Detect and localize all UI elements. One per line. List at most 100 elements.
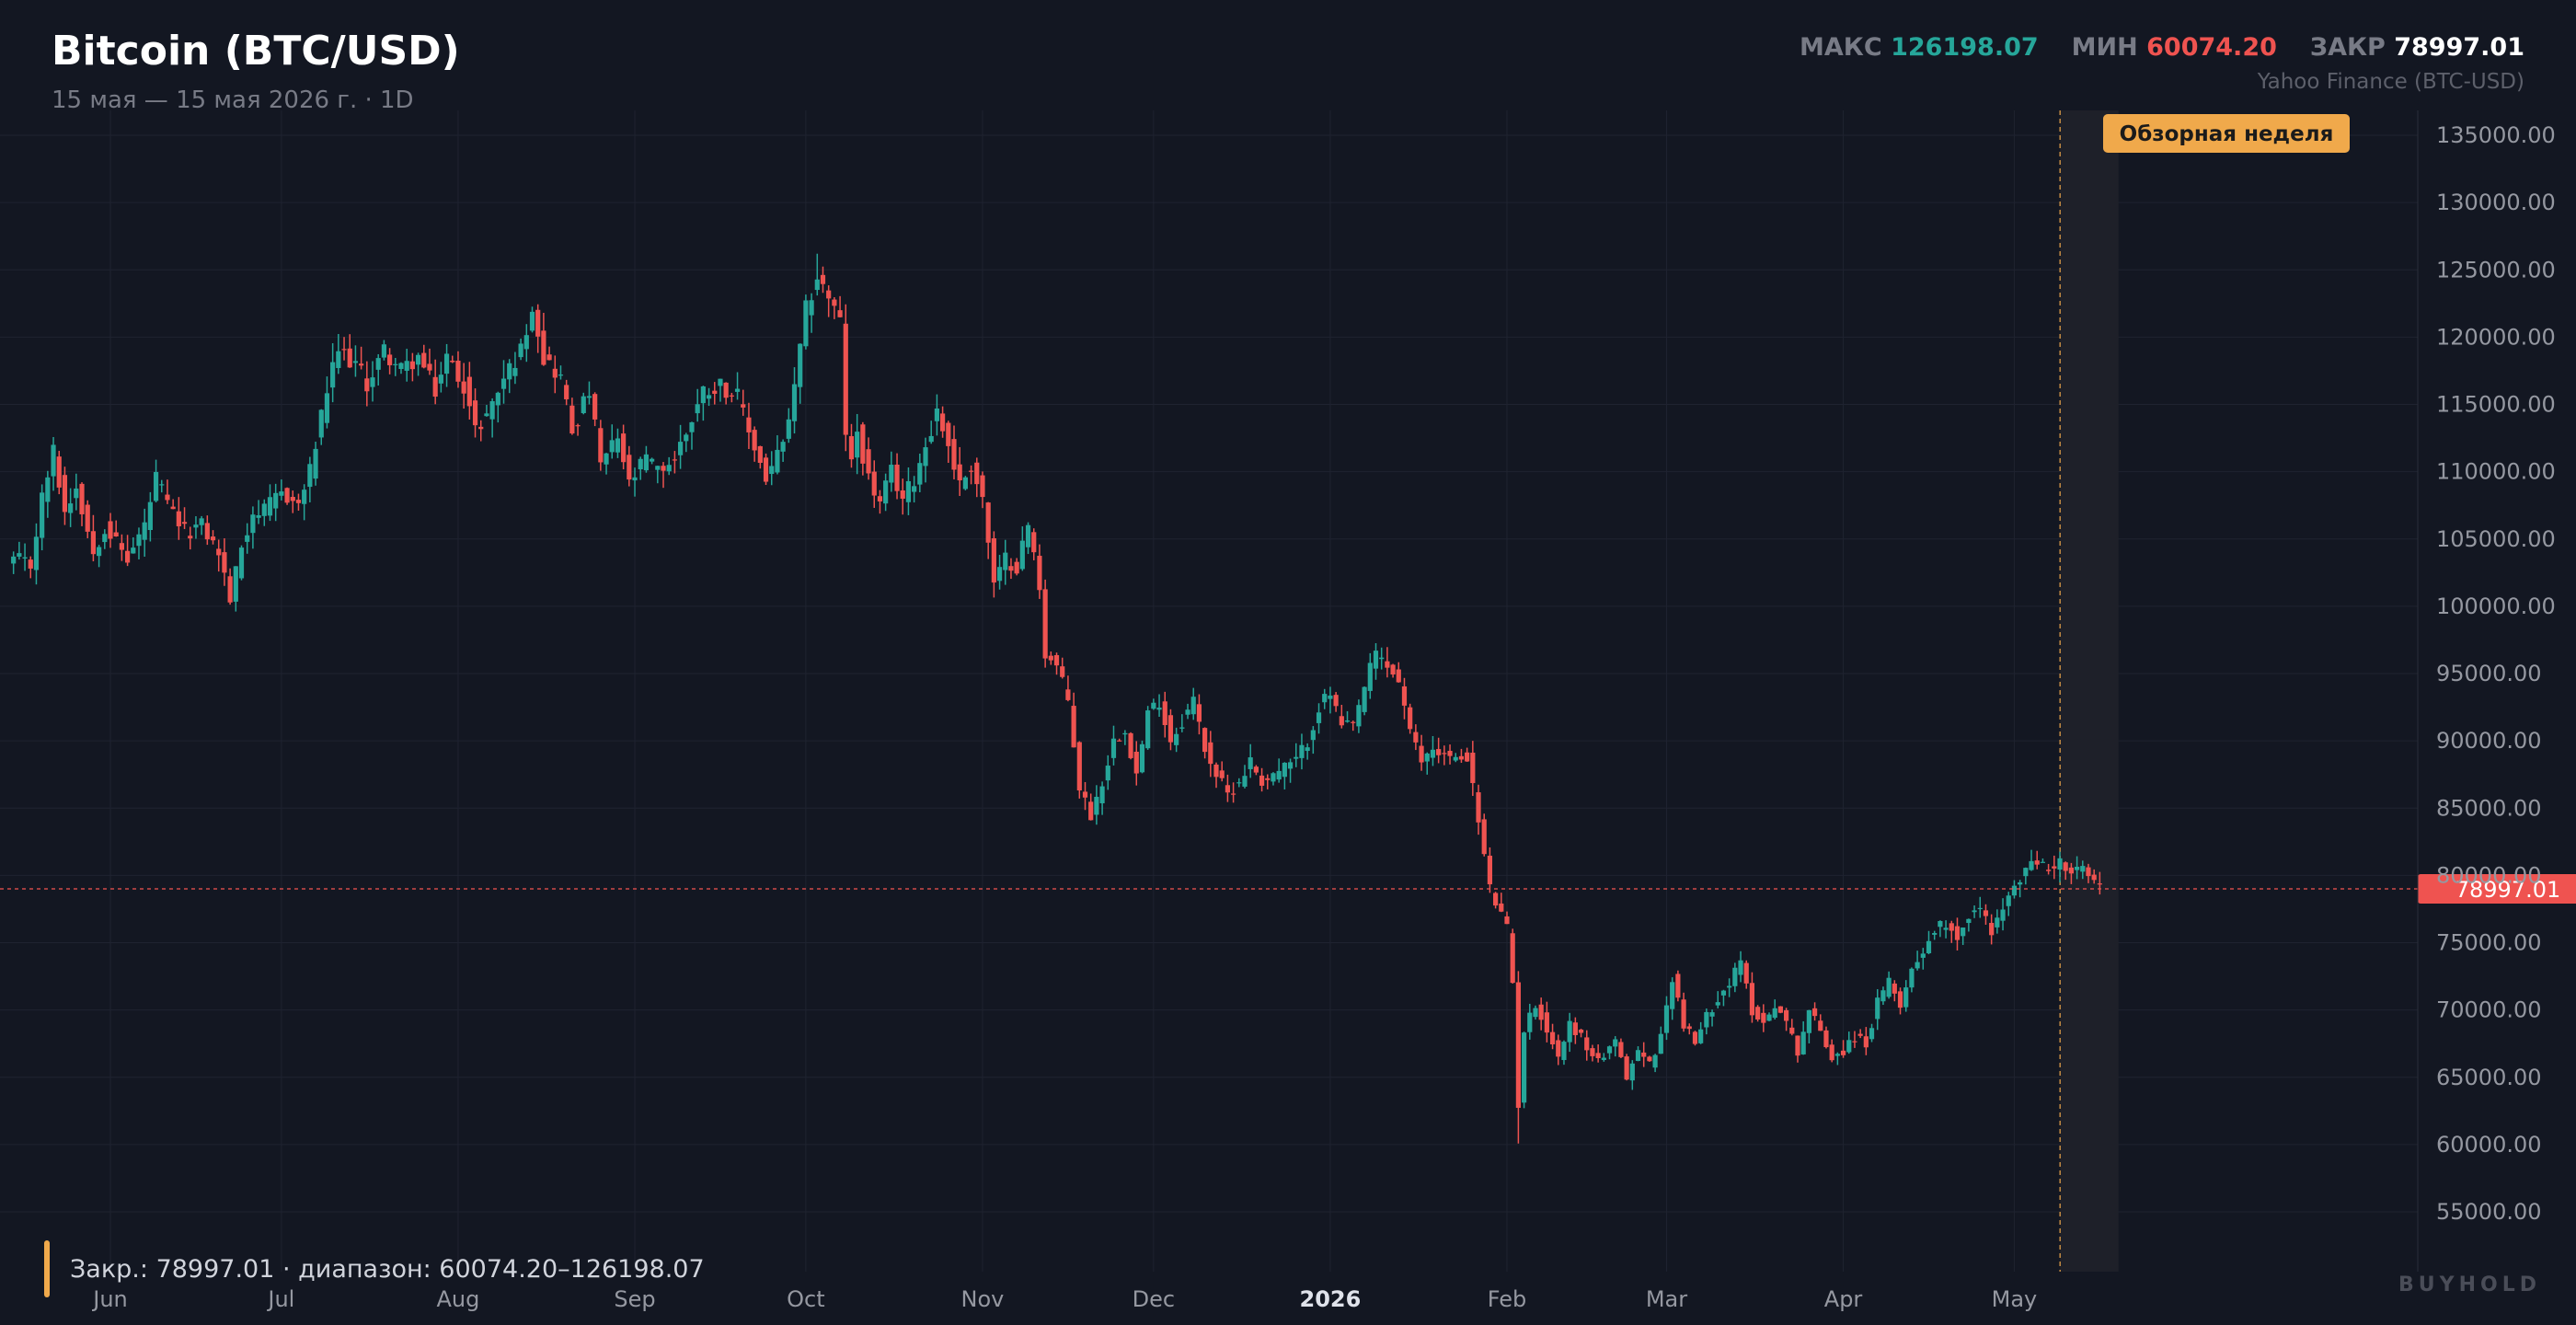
chart-title: Bitcoin (BTC/USD) [52, 28, 460, 75]
candle-body [2052, 866, 2057, 869]
x-tick-label: Jul [266, 1286, 294, 1312]
candle-body [621, 433, 627, 463]
candle [541, 312, 546, 366]
candle-body [1738, 960, 1743, 975]
last-price-line: 78997.01 [0, 874, 2576, 904]
candle [1938, 920, 1943, 938]
candle-body [1647, 1056, 1652, 1062]
candle-body [650, 458, 655, 462]
last-price-label: 78997.01 [2455, 877, 2561, 903]
candle-body [1117, 740, 1122, 742]
candle-body [1367, 662, 1373, 691]
y-tick-label: 105000.00 [2436, 526, 2556, 552]
candle-body [1487, 855, 1493, 885]
candle [466, 362, 472, 420]
candle [581, 392, 586, 415]
candle [723, 382, 729, 405]
candle [1133, 741, 1139, 786]
y-tick-label: 70000.00 [2436, 997, 2542, 1023]
candle [1533, 1005, 1538, 1020]
candle-body [1897, 991, 1903, 1008]
candle [848, 423, 855, 468]
candle [1966, 918, 1972, 932]
candle [546, 346, 552, 361]
candle-body [586, 396, 592, 398]
candle [370, 361, 375, 402]
candle-body [62, 475, 68, 513]
candle-body [227, 576, 233, 603]
candle-body [689, 421, 695, 432]
candle-body [85, 504, 90, 532]
candle-body [90, 531, 97, 555]
candle [1065, 675, 1071, 702]
candle [1641, 1042, 1647, 1067]
candle-body [1915, 962, 1920, 969]
candle [33, 523, 40, 585]
candle-body [1743, 962, 1749, 984]
candle [1789, 1019, 1795, 1036]
candle-body [1213, 764, 1219, 778]
candle-body [718, 378, 723, 386]
candle [985, 501, 991, 559]
candle [1208, 731, 1213, 778]
candle [575, 423, 581, 436]
candle [1606, 1045, 1613, 1060]
candle-body [609, 440, 615, 453]
candle-body [1071, 706, 1076, 748]
candle [1949, 920, 1954, 943]
candle-body [28, 559, 33, 569]
y-tick-label: 125000.00 [2436, 257, 2556, 282]
candle [250, 506, 256, 549]
candle [2063, 861, 2068, 881]
candle [1720, 989, 1727, 1007]
candle [1305, 743, 1310, 760]
candle-body [1139, 743, 1145, 773]
candle [17, 541, 22, 560]
candle-body [1151, 702, 1156, 709]
candle-body [1755, 1007, 1761, 1020]
candle [1983, 904, 1989, 926]
candle-body [22, 557, 28, 559]
candle [1037, 544, 1042, 599]
candle-body [1294, 756, 1299, 759]
candle-body [1704, 1011, 1709, 1028]
candle [1236, 778, 1242, 788]
candle-body [627, 455, 632, 480]
candle [415, 352, 421, 376]
candle-body [1989, 922, 1995, 936]
candle-body [1578, 1030, 1584, 1033]
candle-body [375, 358, 381, 370]
annotation-label: Обзорная неделя [2120, 122, 2334, 146]
footer-summary-text: Закр.: 78997.01 · диапазон: 60074.20–126… [70, 1254, 705, 1284]
candle [855, 413, 860, 475]
candle-body [523, 335, 529, 350]
candle [1196, 694, 1202, 735]
candle-body [991, 538, 996, 583]
x-axis: Jun Jul Aug Sep Oct Nov Dec 2026 Feb Mar Apr May [91, 1286, 2037, 1312]
candle [814, 253, 820, 296]
candle-body [56, 456, 62, 488]
candle-body [17, 553, 22, 557]
candle-body [638, 458, 643, 470]
candle-body [558, 374, 564, 376]
candle-body [928, 435, 934, 443]
candle [1470, 741, 1476, 796]
candles[interactable] [11, 253, 2102, 1144]
candle-body [684, 434, 689, 442]
candle [119, 534, 124, 561]
candle-body [124, 550, 131, 563]
candle [1886, 971, 1892, 999]
candle [991, 531, 996, 598]
candle [1282, 762, 1287, 789]
candle [923, 437, 928, 483]
candle-body [1053, 655, 1060, 666]
candle [1784, 1008, 1789, 1031]
candle-body [1310, 730, 1316, 741]
candle-body [1322, 694, 1328, 703]
candle [40, 484, 45, 551]
candle-body [1806, 1009, 1811, 1033]
candle-body [518, 343, 523, 358]
candle-body [1442, 753, 1447, 755]
candle [56, 450, 62, 495]
